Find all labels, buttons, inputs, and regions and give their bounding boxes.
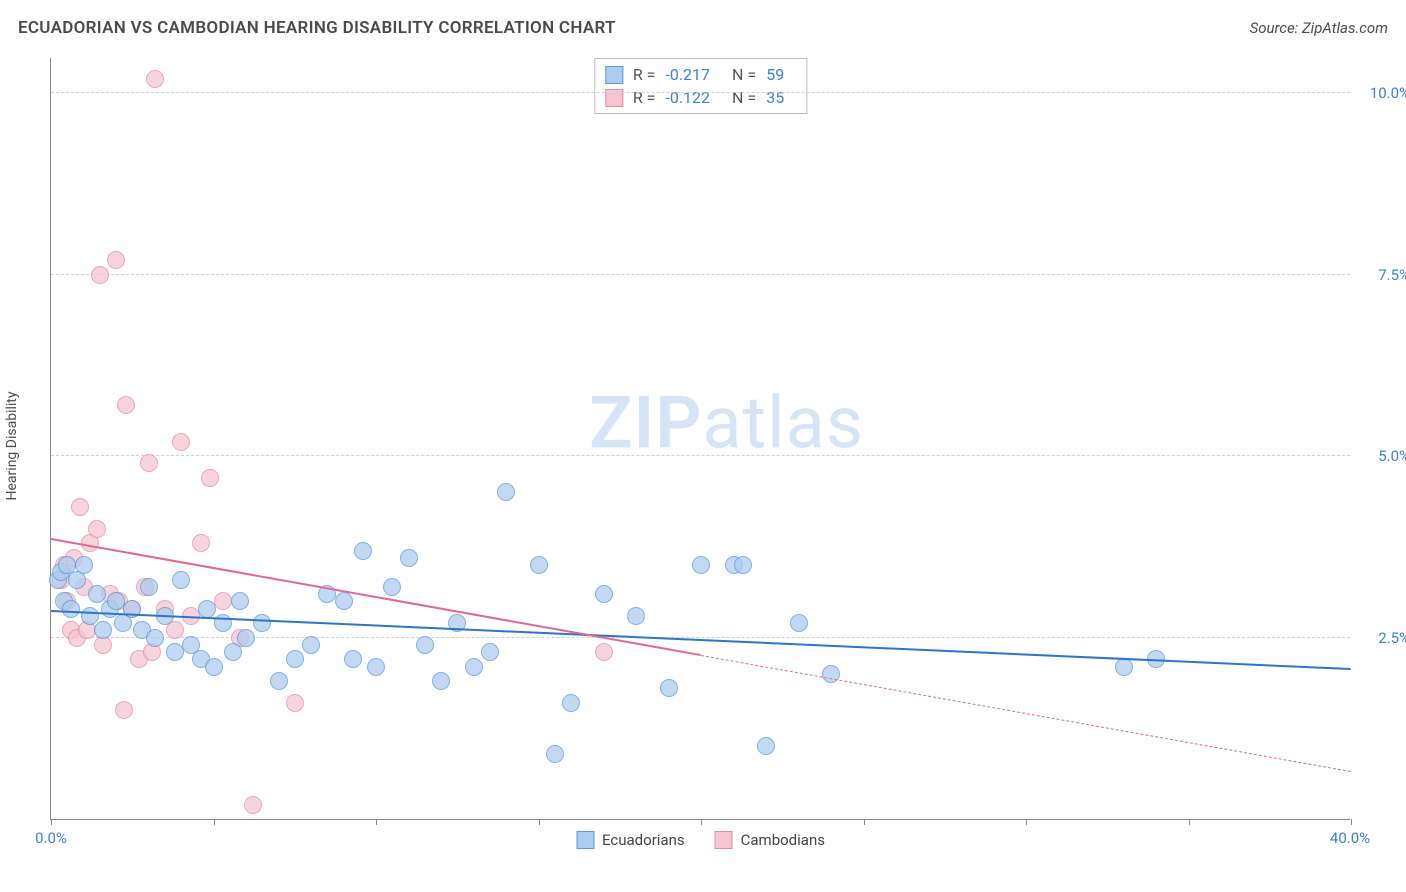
x-axis-min-label: 0.0% (35, 829, 67, 847)
data-point-ecuadorian (237, 629, 255, 647)
watermark-text: ZIPatlas (589, 381, 864, 466)
data-point-ecuadorian (497, 483, 515, 501)
gridline (51, 274, 1350, 275)
data-point-cambodian (146, 70, 164, 88)
y-tick-label: 7.5% (1360, 266, 1406, 284)
data-point-ecuadorian (172, 571, 190, 589)
swatch-icon (605, 66, 623, 84)
data-point-ecuadorian (335, 592, 353, 610)
legend-label: Cambodians (741, 831, 825, 849)
y-tick-label: 5.0% (1360, 447, 1406, 465)
x-tick (214, 819, 215, 825)
x-tick (1189, 819, 1190, 825)
data-point-ecuadorian (75, 556, 93, 574)
gridline (51, 455, 1350, 456)
data-point-ecuadorian (416, 636, 434, 654)
x-tick (1351, 819, 1352, 825)
legend-item-ecuadorians: Ecuadorians (576, 831, 685, 849)
data-point-ecuadorian (224, 643, 242, 661)
data-point-ecuadorian (198, 600, 216, 618)
y-tick-label: 2.5% (1360, 629, 1406, 647)
data-point-cambodian (192, 534, 210, 552)
data-point-ecuadorian (481, 643, 499, 661)
data-point-ecuadorian (1115, 658, 1133, 676)
x-tick (376, 819, 377, 825)
data-point-ecuadorian (344, 650, 362, 668)
data-point-ecuadorian (88, 585, 106, 603)
chart-title: ECUADORIAN VS CAMBODIAN HEARING DISABILI… (18, 18, 616, 38)
scatter-plot-area: ZIPatlas R = -0.217 N = 59 R = -0.122 N … (50, 58, 1350, 820)
data-point-ecuadorian (146, 629, 164, 647)
r-label: R = (633, 88, 656, 107)
data-point-cambodian (201, 469, 219, 487)
n-value: 35 (766, 88, 784, 107)
x-tick (864, 819, 865, 825)
n-label: N = (732, 65, 756, 84)
data-point-ecuadorian (562, 694, 580, 712)
r-value: -0.217 (665, 65, 710, 84)
swatch-icon (576, 831, 594, 849)
stat-row-cambodians: R = -0.122 N = 35 (605, 86, 796, 109)
data-point-cambodian (91, 266, 109, 284)
data-point-ecuadorian (166, 643, 184, 661)
n-label: N = (732, 88, 756, 107)
data-point-ecuadorian (62, 600, 80, 618)
data-point-ecuadorian (790, 614, 808, 632)
data-point-ecuadorian (286, 650, 304, 668)
data-point-ecuadorian (94, 621, 112, 639)
data-point-ecuadorian (660, 679, 678, 697)
source-credit: Source: ZipAtlas.com (1250, 19, 1388, 37)
x-tick (539, 819, 540, 825)
data-point-ecuadorian (253, 614, 271, 632)
swatch-icon (715, 831, 733, 849)
data-point-ecuadorian (81, 607, 99, 625)
data-point-ecuadorian (757, 737, 775, 755)
data-point-cambodian (172, 433, 190, 451)
legend-label: Ecuadorians (602, 831, 685, 849)
data-point-ecuadorian (400, 549, 418, 567)
data-point-ecuadorian (432, 672, 450, 690)
r-label: R = (633, 65, 656, 84)
data-point-ecuadorian (140, 578, 158, 596)
stat-row-ecuadorians: R = -0.217 N = 59 (605, 63, 796, 86)
trendline-cambodians-extrapolated (701, 655, 1351, 772)
data-point-ecuadorian (530, 556, 548, 574)
x-tick (701, 819, 702, 825)
data-point-ecuadorian (465, 658, 483, 676)
data-point-ecuadorian (734, 556, 752, 574)
r-value: -0.122 (665, 88, 710, 107)
y-axis-label: Hearing Disability (4, 392, 20, 501)
data-point-ecuadorian (231, 592, 249, 610)
data-point-cambodian (115, 701, 133, 719)
x-axis-max-label: 40.0% (1330, 829, 1370, 847)
data-point-cambodian (244, 796, 262, 814)
n-value: 59 (766, 65, 784, 84)
legend-item-cambodians: Cambodians (715, 831, 825, 849)
data-point-cambodian (88, 520, 106, 538)
data-point-ecuadorian (205, 658, 223, 676)
series-legend: Ecuadorians Cambodians (576, 831, 825, 849)
data-point-ecuadorian (367, 658, 385, 676)
data-point-cambodian (140, 454, 158, 472)
data-point-cambodian (286, 694, 304, 712)
data-point-ecuadorian (627, 607, 645, 625)
data-point-ecuadorian (595, 585, 613, 603)
data-point-cambodian (595, 643, 613, 661)
data-point-ecuadorian (302, 636, 320, 654)
data-point-ecuadorian (383, 578, 401, 596)
correlation-stats-box: R = -0.217 N = 59 R = -0.122 N = 35 (594, 58, 807, 114)
data-point-cambodian (107, 251, 125, 269)
gridline (51, 92, 1350, 93)
swatch-icon (605, 89, 623, 107)
data-point-ecuadorian (270, 672, 288, 690)
y-tick-label: 10.0% (1360, 84, 1406, 102)
data-point-cambodian (117, 396, 135, 414)
x-tick (51, 819, 52, 825)
data-point-ecuadorian (692, 556, 710, 574)
data-point-ecuadorian (546, 745, 564, 763)
data-point-ecuadorian (354, 542, 372, 560)
data-point-cambodian (71, 498, 89, 516)
x-tick (1026, 819, 1027, 825)
